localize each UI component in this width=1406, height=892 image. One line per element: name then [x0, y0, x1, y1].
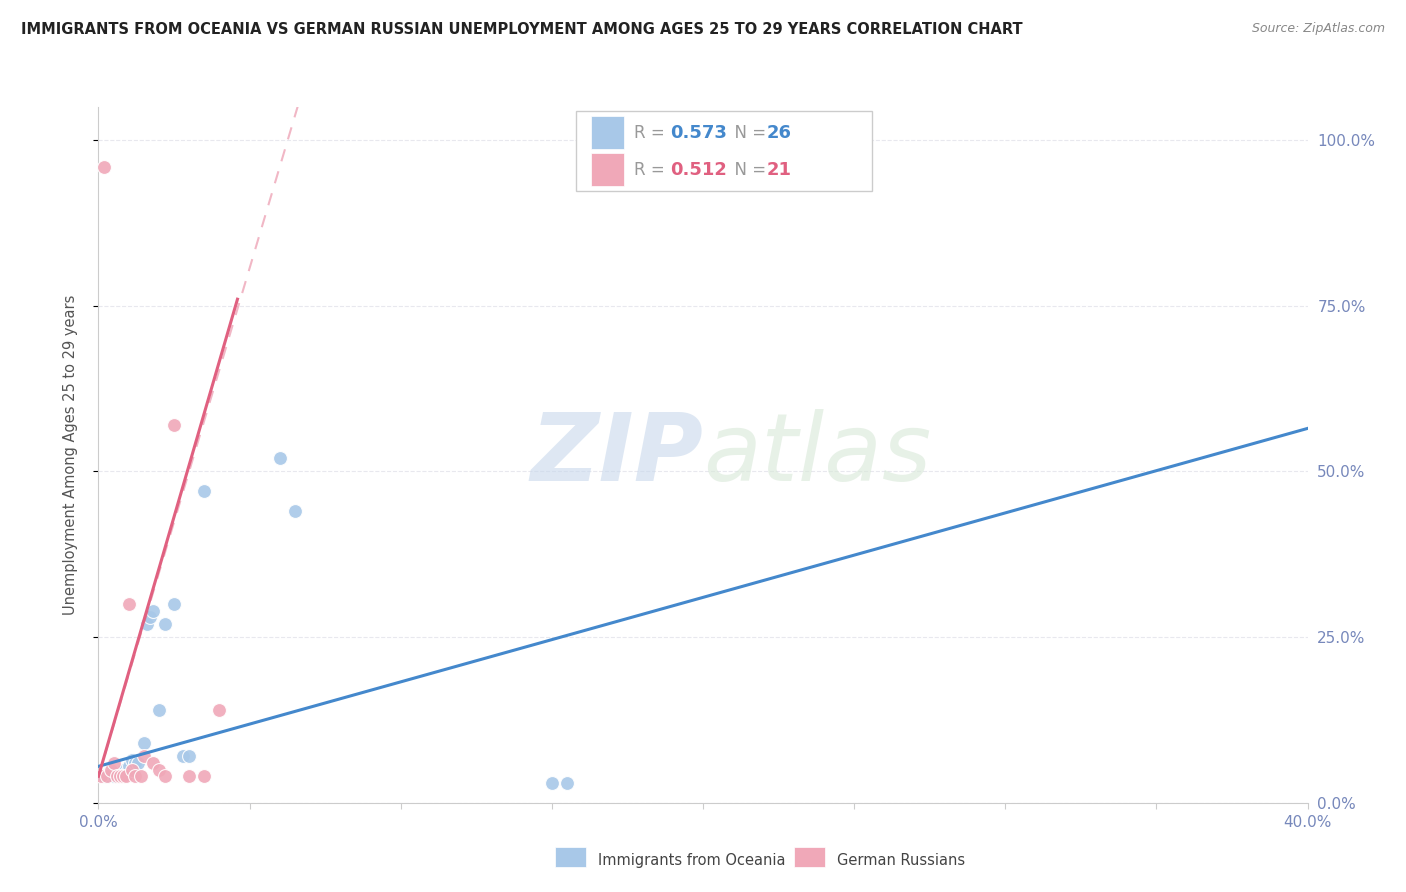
Point [153, 769, 176, 783]
Text: 0.512: 0.512 [671, 161, 727, 178]
Point [139, 610, 162, 624]
Point [163, 597, 186, 611]
Point [163, 418, 186, 433]
Point [555, 776, 578, 790]
Point [118, 597, 141, 611]
Point [540, 776, 562, 790]
Text: atlas: atlas [703, 409, 931, 500]
Point [193, 769, 215, 783]
Point [142, 756, 165, 770]
Point [132, 749, 155, 764]
Point [100, 766, 122, 780]
Point [108, 769, 131, 783]
Point [114, 766, 136, 780]
Point [111, 769, 134, 783]
Point [100, 763, 122, 777]
Point [124, 756, 146, 770]
Text: 26: 26 [768, 124, 792, 142]
Point [127, 756, 149, 770]
Text: German Russians: German Russians [837, 854, 965, 868]
Point [111, 763, 134, 777]
Text: R =: R = [634, 161, 671, 178]
Point [96, 769, 118, 783]
Text: N =: N = [724, 161, 770, 178]
Text: 21: 21 [768, 161, 792, 178]
Point [93, 769, 115, 783]
Text: Source: ZipAtlas.com: Source: ZipAtlas.com [1251, 22, 1385, 36]
Point [284, 504, 307, 518]
FancyBboxPatch shape [591, 153, 624, 186]
Point [193, 484, 215, 499]
Text: Immigrants from Oceania: Immigrants from Oceania [598, 854, 785, 868]
Point [103, 769, 125, 783]
Point [179, 769, 201, 783]
Text: 0.573: 0.573 [671, 124, 727, 142]
Point [105, 769, 128, 783]
Point [90, 769, 112, 783]
Point [153, 616, 176, 631]
Point [129, 769, 152, 783]
Point [93, 160, 115, 174]
Point [105, 766, 128, 780]
Point [114, 769, 136, 783]
Point [208, 703, 231, 717]
Point [148, 703, 170, 717]
Text: ZIP: ZIP [530, 409, 703, 501]
Point [179, 749, 201, 764]
Point [142, 604, 165, 618]
Text: N =: N = [724, 124, 770, 142]
Point [121, 763, 143, 777]
FancyBboxPatch shape [576, 111, 872, 191]
Point [108, 769, 131, 783]
Point [135, 616, 157, 631]
Point [103, 756, 125, 770]
Point [269, 451, 291, 466]
Point [121, 753, 143, 767]
FancyBboxPatch shape [591, 116, 624, 150]
Point [172, 749, 194, 764]
Text: IMMIGRANTS FROM OCEANIA VS GERMAN RUSSIAN UNEMPLOYMENT AMONG AGES 25 TO 29 YEARS: IMMIGRANTS FROM OCEANIA VS GERMAN RUSSIA… [21, 22, 1022, 37]
Point [118, 759, 141, 773]
Point [132, 736, 155, 750]
Y-axis label: Unemployment Among Ages 25 to 29 years: Unemployment Among Ages 25 to 29 years [63, 294, 77, 615]
Point [96, 769, 118, 783]
Text: R =: R = [634, 124, 671, 142]
Point [124, 769, 146, 783]
Point [148, 763, 170, 777]
